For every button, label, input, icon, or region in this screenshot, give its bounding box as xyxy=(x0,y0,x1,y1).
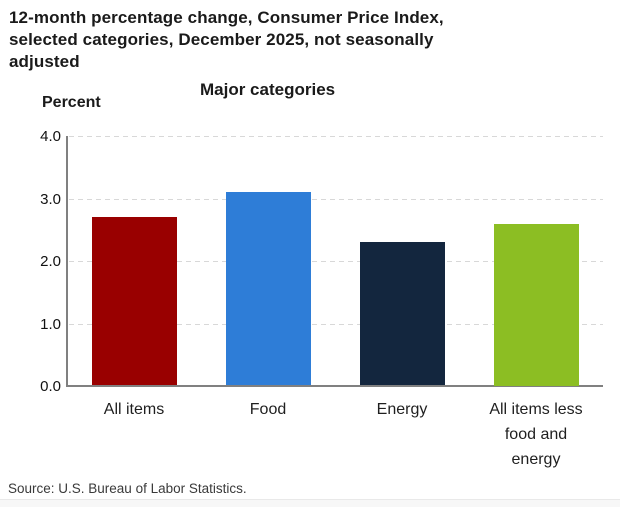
source-note: Source: U.S. Bureau of Labor Statistics. xyxy=(8,481,247,496)
chart-title: 12-month percentage change, Consumer Pri… xyxy=(9,7,444,73)
chart-subtitle: Major categories xyxy=(200,80,336,99)
bar-all-items-less-food-and-energy xyxy=(494,224,579,386)
y-tick-label: 3.0 xyxy=(40,191,61,208)
gridline xyxy=(69,136,603,137)
y-tick-label: 0.0 xyxy=(40,378,61,395)
footer-strip xyxy=(0,499,620,507)
y-axis-line xyxy=(66,136,68,386)
y-tick-label: 1.0 xyxy=(40,316,61,333)
gridline xyxy=(69,261,603,262)
gridline xyxy=(69,324,603,325)
y-tick-label: 4.0 xyxy=(40,128,61,145)
x-category-label: All items xyxy=(103,401,165,418)
bar-energy xyxy=(360,242,445,385)
x-category-label: Energy xyxy=(376,401,428,418)
y-axis-label: Percent xyxy=(42,94,101,111)
gridline xyxy=(69,199,603,200)
y-tick-label: 2.0 xyxy=(40,253,61,270)
chart-title-line: 12-month percentage change, Consumer Pri… xyxy=(9,8,444,27)
x-axis-line xyxy=(66,385,603,387)
bar-all-items xyxy=(92,217,177,385)
chart-title-line: selected categories, December 2025, not … xyxy=(9,30,434,49)
bar-food xyxy=(226,192,311,385)
chart-title-line: adjusted xyxy=(9,52,80,71)
x-category-label: Food xyxy=(249,401,287,418)
x-category-label: All items less food and energy xyxy=(489,401,583,468)
